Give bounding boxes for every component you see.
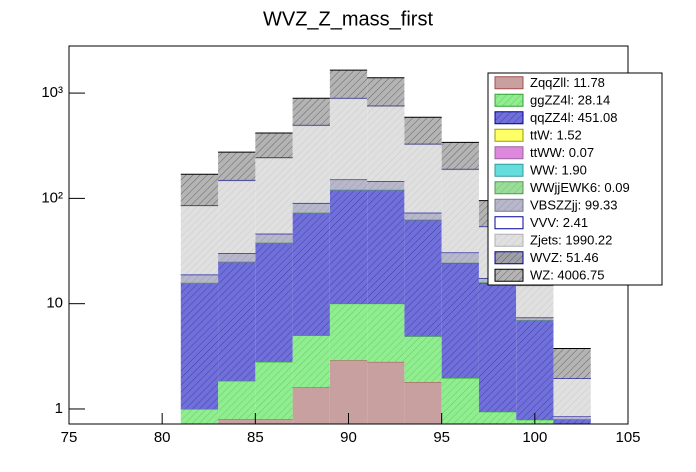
bar-segment: [516, 318, 554, 321]
legend-label: WZ: 4006.75: [530, 268, 604, 283]
bar-segment: [218, 253, 256, 262]
x-tick-label: 80: [154, 429, 171, 446]
bar-segment: [441, 169, 479, 253]
legend-swatch: [494, 216, 524, 230]
bar-segment: [478, 411, 517, 424]
bar-segment: [180, 408, 219, 424]
bar-segment: [218, 380, 256, 420]
legend-label: ttW: 1.52: [530, 128, 582, 143]
bar-segment: [553, 416, 591, 420]
bar-segment: [404, 219, 442, 337]
bar-segment: [218, 419, 256, 424]
legend-swatch: [494, 93, 524, 107]
x-tick-label: 95: [433, 429, 450, 446]
chart-title: WVZ_Z_mass_first: [263, 8, 433, 30]
y-tick-label: 10³: [41, 84, 63, 101]
legend-label: WVZ: 51.46: [530, 250, 599, 265]
legend-label: VBSZZjj: 99.33: [530, 198, 617, 213]
legend-swatch: [494, 198, 524, 212]
bar-segment: [441, 263, 479, 378]
bar-segment: [441, 142, 479, 169]
x-tick-label: 85: [247, 429, 264, 446]
legend-swatch: [494, 251, 524, 265]
bar-segment: [516, 320, 554, 420]
bar-segment: [329, 70, 368, 98]
bar-segment: [292, 203, 330, 213]
bar-segment: [180, 174, 219, 206]
bar-segment: [367, 190, 405, 304]
bar-segment: [441, 252, 479, 263]
bar-segment: [367, 361, 405, 424]
x-tick-label: 90: [340, 429, 357, 446]
bar-segment: [404, 382, 442, 424]
legend-swatch: [494, 111, 524, 125]
bar-segment: [292, 212, 330, 336]
legend-swatch: [494, 268, 524, 282]
bar-segment: [553, 378, 591, 417]
plot-area: [180, 69, 591, 424]
legend-label: ZqqZll: 11.78: [530, 75, 605, 90]
legend-swatch: [494, 163, 524, 177]
bar-segment: [292, 387, 330, 424]
bar-segment: [218, 152, 256, 180]
bar-segment: [441, 377, 479, 424]
x-tick-label: 75: [61, 429, 78, 446]
bar-segment: [255, 133, 293, 158]
bar-segment: [516, 285, 554, 318]
bar-segment: [255, 233, 293, 243]
legend-label: WW: 1.90: [530, 163, 587, 178]
bar-segment: [255, 361, 293, 420]
legend-box: [487, 72, 663, 286]
legend: ZqqZll: 11.78 ggZZ4l: 28.14 qqZZ4l: 451.08…: [487, 72, 663, 286]
bar-segment: [292, 335, 330, 388]
bar-segment: [404, 212, 442, 220]
legend-label: ggZZ4l: 28.14: [530, 93, 610, 108]
bar-segment: [218, 180, 256, 254]
y-tick-label: 1: [55, 400, 63, 417]
legend-label: qqZZ4l: 451.08: [530, 110, 617, 125]
x-tick-label: 100: [522, 429, 547, 446]
bar-segment: [180, 274, 219, 283]
legend-swatch: [494, 146, 524, 160]
x-tick-label: 105: [615, 429, 640, 446]
bar-segment: [404, 336, 442, 383]
bar-segment: [292, 98, 330, 125]
bar-segment: [478, 282, 517, 412]
bar-segment: [255, 158, 293, 234]
legend-swatch: [494, 76, 524, 90]
y-tick-label: 10²: [41, 189, 63, 206]
bar-segment: [218, 262, 256, 381]
bar-segment: [255, 242, 293, 362]
legend-label: WWjjEWK6: 0.09: [530, 180, 630, 195]
legend-label: Zjets: 1990.22: [530, 233, 612, 248]
bar-segment: [292, 125, 330, 203]
legend-label: ttWW: 0.07: [530, 145, 594, 160]
bar-segment: [367, 181, 405, 190]
bar-segment: [367, 303, 405, 362]
legend-swatch: [494, 181, 524, 195]
bar-segment: [329, 179, 368, 190]
legend-label: VVV: 2.41: [530, 215, 588, 230]
bar-segment: [329, 303, 368, 361]
bar-segment: [255, 419, 293, 424]
bar-segment: [404, 117, 442, 144]
legend-swatch: [494, 233, 524, 247]
bar-segment: [180, 205, 219, 275]
bar-segment: [329, 190, 368, 304]
bar-segment: [553, 348, 591, 379]
bar-segment: [180, 283, 219, 409]
bar-segment: [367, 77, 405, 106]
bar-segment: [553, 419, 591, 424]
bar-segment: [329, 98, 368, 180]
bar-segment: [404, 144, 442, 213]
bar-segment: [367, 106, 405, 181]
y-tick-label: 10: [46, 295, 63, 312]
legend-swatch: [494, 128, 524, 142]
